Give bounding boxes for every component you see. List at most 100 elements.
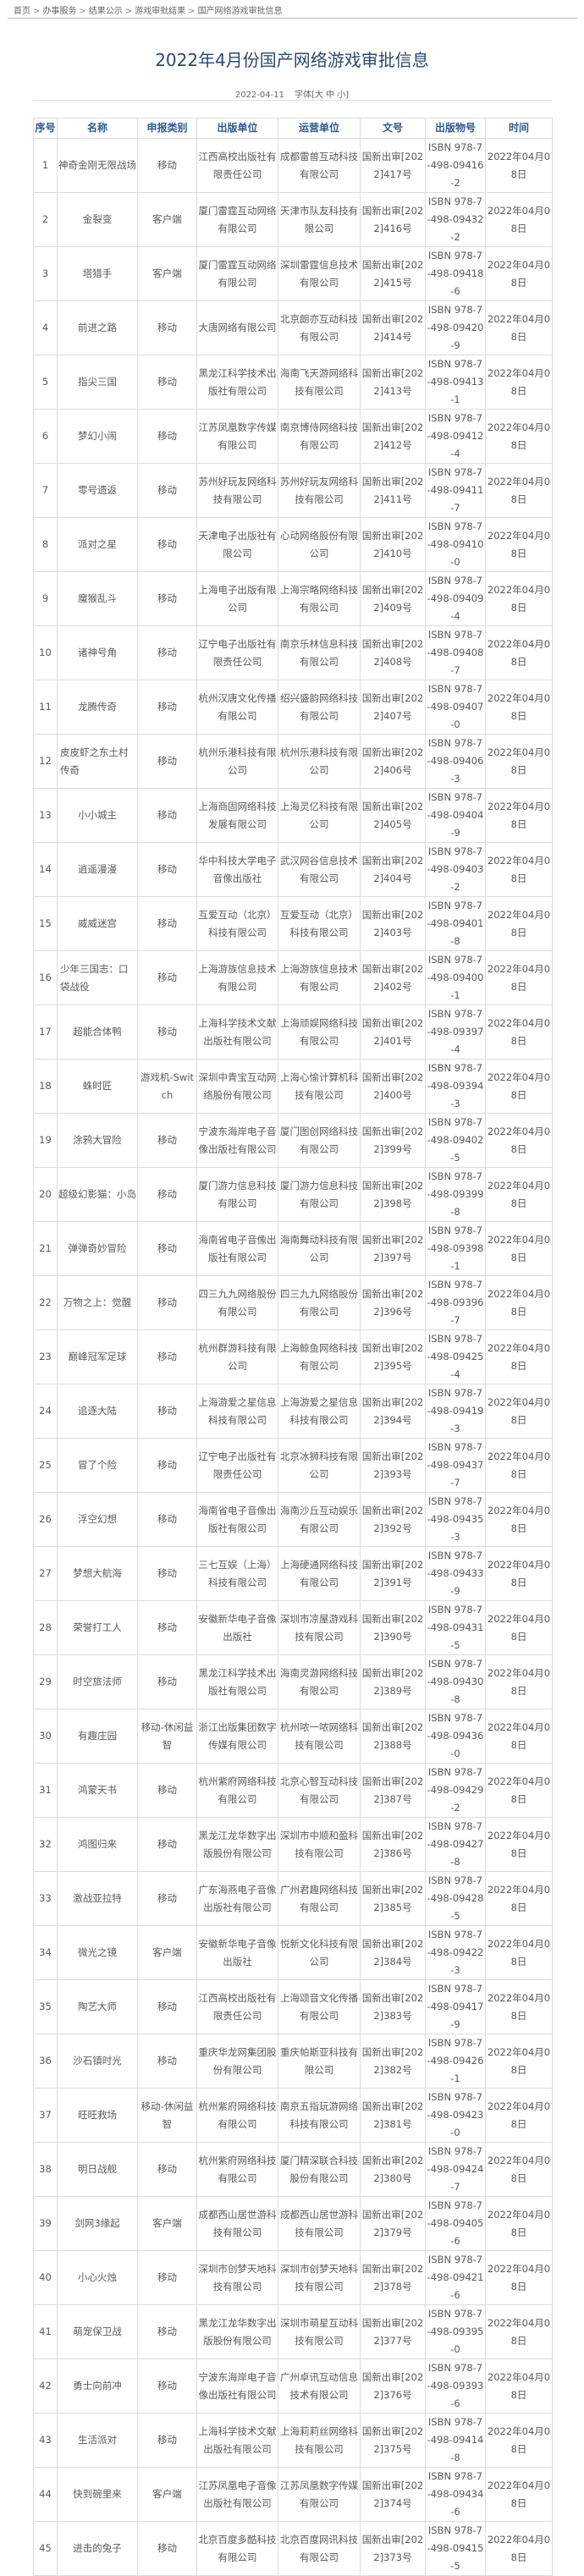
cell-publisher: 安徽新华电子音像出版社 xyxy=(196,1600,278,1655)
cell-date: 2022年04月08日 xyxy=(485,1167,553,1222)
cell-approval-number: 国新出审[2022]398号 xyxy=(360,1167,426,1222)
cell-name: 塔猎手 xyxy=(57,246,138,301)
cell-approval-number: 国新出审[2022]388号 xyxy=(360,1709,426,1764)
cell-name: 微光之镜 xyxy=(57,1925,138,1980)
cell-index: 13 xyxy=(33,788,58,843)
cell-category: 移动 xyxy=(137,409,197,464)
cell-approval-number: 国新出审[2022]394号 xyxy=(360,1384,426,1439)
publish-date: 2022-04-11 xyxy=(234,91,284,100)
cell-category: 移动 xyxy=(137,1438,197,1493)
cell-operator: 武汉网谷信息技术有限公司 xyxy=(278,842,361,897)
cell-approval-number: 国新出审[2022]402号 xyxy=(360,950,426,1005)
cell-isbn: ISBN 978-7-498-09411-7 xyxy=(425,463,486,518)
cell-index: 33 xyxy=(33,1871,58,1926)
cell-isbn: ISBN 978-7-498-09416-2 xyxy=(425,138,486,193)
header-publisher: 出版单位 xyxy=(196,118,278,139)
cell-category: 移动-休闲益智 xyxy=(137,1709,197,1764)
cell-name: 少年三国志：口袋战役 xyxy=(57,950,138,1005)
cell-approval-number: 国新出审[2022]408号 xyxy=(360,625,426,680)
cell-isbn: ISBN 978-7-498-09432-2 xyxy=(425,192,486,247)
breadcrumb-current: 国产网络游戏审批信息 xyxy=(197,7,283,16)
cell-name: 陶艺大师 xyxy=(57,1979,138,2034)
cell-operator: 绍兴盛韵网络科技有限公司 xyxy=(278,680,361,735)
cell-date: 2022年04月08日 xyxy=(485,1113,553,1168)
cell-name: 神奇金刚无限战场 xyxy=(57,138,138,193)
cell-operator: 心动网络股份有限公司 xyxy=(278,517,361,572)
cell-category: 移动 xyxy=(137,2359,197,2414)
cell-category: 移动 xyxy=(137,1979,197,2034)
cell-operator: 北京朗亦互动科技有限公司 xyxy=(278,300,361,355)
table-row: 40 小心火烛 移动 深圳市创梦天地科技有限公司 深圳市创梦天地科技有限公司 国新出审[2… xyxy=(33,2250,553,2305)
table-row: 16 少年三国志：口袋战役 移动 上海游族信息技术有限公司 上海游族信息技术有限公司 国新… xyxy=(33,950,553,1005)
cell-index: 10 xyxy=(33,625,58,680)
cell-isbn: ISBN 978-7-498-09395-0 xyxy=(425,2304,486,2359)
cell-isbn: ISBN 978-7-498-09423-0 xyxy=(425,2088,486,2143)
cell-publisher: 辽宁电子出版社有限责任公司 xyxy=(196,1438,278,1493)
cell-category: 移动 xyxy=(137,138,197,193)
cell-approval-number: 国新出审[2022]412号 xyxy=(360,409,426,464)
cell-approval-number: 国新出审[2022]379号 xyxy=(360,2196,426,2251)
table-row: 2 金裂变 客户端 厦门雷霆互动网络有限公司 天津市队友科技有限公司 国新出审[2022]… xyxy=(33,192,553,247)
cell-approval-number: 国新出审[2022]374号 xyxy=(360,2467,426,2522)
cell-name: 万物之上：觉醒 xyxy=(57,1275,138,1330)
cell-approval-number: 国新出审[2022]383号 xyxy=(360,1979,426,2034)
cell-category: 移动 xyxy=(137,1546,197,1601)
cell-index: 3 xyxy=(33,246,58,301)
cell-isbn: ISBN 978-7-498-09397-4 xyxy=(425,1005,486,1060)
cell-isbn: ISBN 978-7-498-09404-9 xyxy=(425,788,486,843)
cell-publisher: 华中科技大学电子音像出版社 xyxy=(196,842,278,897)
cell-index: 30 xyxy=(33,1709,58,1764)
cell-index: 1 xyxy=(33,138,58,193)
cell-name: 明日战舰 xyxy=(57,2142,138,2197)
cell-operator: 四三九九网络股份有限公司 xyxy=(278,1275,361,1330)
cell-category: 移动 xyxy=(137,1329,197,1384)
table-row: 32 鸿图归来 移动 黑龙江龙华数字出版股份有限公司 深圳市中顺和盈科技有限公司 国新出审… xyxy=(33,1817,553,1872)
cell-category: 移动 xyxy=(137,734,197,789)
cell-category: 移动 xyxy=(137,2304,197,2359)
cell-operator: 成都西山居世游科技有限公司 xyxy=(278,2196,361,2251)
cell-publisher: 江西高校出版社有限责任公司 xyxy=(196,1979,278,2034)
header-name: 名称 xyxy=(57,118,138,139)
cell-name: 诸神号角 xyxy=(57,625,138,680)
table-row: 7 零号遗返 移动 苏州好玩友网络科技有限公司 苏州好玩友网络科技有限公司 国新出审[20… xyxy=(33,463,553,518)
table-row: 19 涂鸦大冒险 移动 宁波东海岸电子音像出版社有限公司 厦门图创网络科技有限公司 国新出… xyxy=(33,1113,553,1168)
cell-index: 43 xyxy=(33,2413,58,2468)
breadcrumb-results[interactable]: 结果公示 xyxy=(88,7,123,16)
breadcrumb-home[interactable]: 首页 xyxy=(14,7,30,16)
breadcrumb-game-approvals[interactable]: 游戏审批结果 xyxy=(135,7,186,16)
cell-category: 客户端 xyxy=(137,2196,197,2251)
cell-operator: 上海鲸鱼网络科技有限公司 xyxy=(278,1329,361,1384)
cell-operator: 海南灵游网络科技有限公司 xyxy=(278,1654,361,1709)
cell-category: 移动 xyxy=(137,2413,197,2468)
table-row: 35 陶艺大师 移动 江西高校出版社有限责任公司 上海颂音文化传播有限公司 国新出审[20… xyxy=(33,1979,553,2034)
cell-category: 移动 xyxy=(137,1167,197,1222)
font-medium-button[interactable]: 中 xyxy=(326,91,335,100)
table-row: 21 弹弹奇妙冒险 移动 海南省电子音像出版社有限公司 海南舞动科技有限公司 国新出审[2… xyxy=(33,1221,553,1276)
cell-publisher: 上海电子出版有限公司 xyxy=(196,571,278,626)
cell-date: 2022年04月08日 xyxy=(485,1979,553,2034)
cell-name: 浮空幻想 xyxy=(57,1492,138,1547)
cell-category: 客户端 xyxy=(137,1925,197,1980)
cell-publisher: 上海科学技术文献出版社有限公司 xyxy=(196,2413,278,2468)
cell-category: 移动 xyxy=(137,2034,197,2089)
cell-isbn: ISBN 978-7-498-09414-8 xyxy=(425,2413,486,2468)
table-row: 34 微光之镜 客户端 安徽新华电子音像出版社 悦新文化科技有限公司 国新出审[2022]… xyxy=(33,1925,553,1980)
cell-date: 2022年04月08日 xyxy=(485,2196,553,2251)
cell-date: 2022年04月08日 xyxy=(485,1763,553,1818)
cell-operator: 广州君趣网络科技有限公司 xyxy=(278,1871,361,1926)
cell-operator: 深圳市凉屋游戏科技有限公司 xyxy=(278,1600,361,1655)
font-large-button[interactable]: 大 xyxy=(314,91,323,100)
cell-name: 荣誉打工人 xyxy=(57,1600,138,1655)
cell-index: 24 xyxy=(33,1384,58,1439)
cell-publisher: 深圳中青宝互动网络股份有限公司 xyxy=(196,1059,278,1114)
cell-name: 时空旅法师 xyxy=(57,1654,138,1709)
cell-date: 2022年04月08日 xyxy=(485,1005,553,1060)
cell-approval-number: 国新出审[2022]375号 xyxy=(360,2413,426,2468)
breadcrumb-services[interactable]: 办事服务 xyxy=(42,7,77,16)
cell-date: 2022年04月08日 xyxy=(485,517,553,572)
cell-category: 移动 xyxy=(137,517,197,572)
cell-publisher: 黑龙江龙华数字出版股份有限公司 xyxy=(196,2304,278,2359)
cell-category: 移动 xyxy=(137,1600,197,1655)
cell-index: 41 xyxy=(33,2304,58,2359)
cell-category: 移动 xyxy=(137,788,197,843)
